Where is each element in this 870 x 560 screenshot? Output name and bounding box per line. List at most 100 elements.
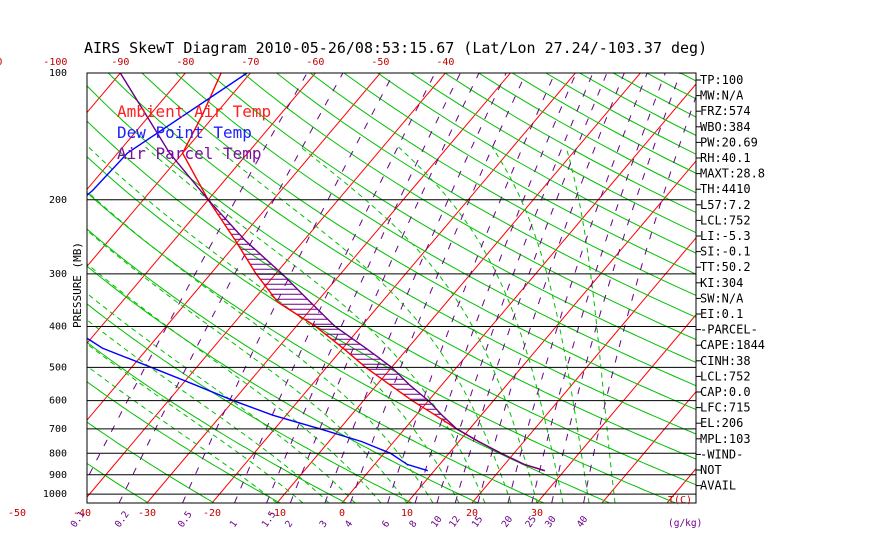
index-value: WBO:384 bbox=[700, 120, 751, 134]
isotherm-line bbox=[471, 237, 696, 503]
mixing-ratio-line bbox=[266, 73, 461, 503]
index-value: LI:-5.3 bbox=[700, 229, 751, 243]
index-value: SI:-0.1 bbox=[700, 245, 751, 259]
pressure-tick-label: 500 bbox=[49, 362, 67, 373]
mixing-ratio-label: 12 bbox=[447, 514, 463, 530]
dry-adiabat bbox=[87, 120, 696, 486]
mixing-ratio-line bbox=[87, 73, 308, 481]
mixing-ratio-label: 10 bbox=[429, 514, 445, 530]
index-value: AVAIL bbox=[700, 479, 736, 493]
mixing-ratio-label: 0.5 bbox=[176, 509, 195, 529]
dry-adiabat bbox=[87, 341, 347, 503]
mixing-ratio-label: 3 bbox=[318, 519, 330, 530]
moist-adiabat bbox=[565, 146, 616, 503]
dry-adiabat bbox=[815, 73, 870, 503]
mixing-ratio-line bbox=[414, 73, 577, 503]
index-value: EL:206 bbox=[700, 416, 743, 430]
isotherm-line bbox=[87, 73, 316, 345]
isotherm-line bbox=[601, 390, 696, 503]
mixing-ratio-label: 8 bbox=[407, 518, 419, 529]
top-temp-tick: -90 bbox=[111, 57, 129, 68]
index-value: NOT bbox=[700, 463, 722, 477]
isotherm-line bbox=[87, 73, 121, 114]
mixing-ratio-unit-label: (g/kg) bbox=[668, 518, 702, 529]
isotherm-line bbox=[276, 73, 641, 503]
index-value: -PARCEL- bbox=[700, 323, 758, 337]
top-temp-tick: -40 bbox=[436, 57, 454, 68]
index-value: MAXT:28.8 bbox=[700, 167, 765, 181]
mixing-ratio-line bbox=[477, 73, 625, 503]
dry-adiabat bbox=[141, 73, 696, 411]
top-temp-tick: -100 bbox=[43, 57, 67, 68]
top-temp-tick: -110 bbox=[0, 57, 2, 68]
index-value: CAP:0.0 bbox=[700, 385, 751, 399]
legend: Ambient Air Temp Dew Point Temp Air Parc… bbox=[117, 102, 271, 163]
index-value: MW:N/A bbox=[700, 89, 744, 103]
mixing-ratio-label: 0.2 bbox=[113, 509, 132, 529]
bottom-temp-tick: 30 bbox=[531, 508, 543, 519]
mixing-ratio-line bbox=[324, 73, 507, 503]
index-value: TP:100 bbox=[700, 73, 743, 87]
mixing-ratio-line bbox=[182, 73, 395, 503]
dry-adiabat bbox=[208, 73, 696, 363]
dry-adiabat bbox=[310, 73, 696, 297]
mixing-ratio-line bbox=[436, 73, 594, 503]
dry-adiabat bbox=[107, 73, 696, 435]
mixing-ratio-label: 30 bbox=[543, 514, 559, 530]
index-value: FRZ:574 bbox=[700, 104, 751, 118]
mixing-ratio-label: 20 bbox=[500, 514, 516, 530]
mixing-ratio-label: 15 bbox=[470, 514, 486, 530]
dry-adiabat bbox=[276, 73, 696, 318]
bottom-temp-tick: -40 bbox=[73, 508, 91, 519]
dry-adiabat bbox=[87, 381, 281, 503]
isotherm-line bbox=[406, 160, 696, 503]
bottom-temp-tick: -20 bbox=[203, 508, 221, 519]
mixing-ratio-label: 2 bbox=[283, 519, 295, 530]
dry-adiabat bbox=[87, 265, 479, 503]
mixing-ratio-label: 6 bbox=[380, 518, 392, 529]
bottom-temp-tick: 20 bbox=[466, 508, 478, 519]
mixing-ratio-label: 4 bbox=[343, 518, 355, 529]
dry-adiabat bbox=[175, 73, 696, 387]
dry-adiabat bbox=[444, 73, 696, 214]
isotherm-line bbox=[87, 73, 251, 268]
mixing-ratio-label: 40 bbox=[575, 514, 591, 530]
pressure-tick-label: 800 bbox=[49, 448, 67, 459]
plot-frame bbox=[86, 72, 697, 504]
bottom-temp-tick: 0 bbox=[339, 508, 345, 519]
bottom-temp-tick: -10 bbox=[268, 508, 286, 519]
index-value: LCL:752 bbox=[700, 369, 751, 383]
pressure-tick-labels: 100 200 300 400 500 600 700 800 900 1000 bbox=[43, 68, 67, 500]
isotherm-line bbox=[0, 73, 55, 503]
mixing-ratio-lines bbox=[87, 73, 696, 503]
mixing-ratio-line bbox=[289, 73, 480, 503]
index-value: SW:N/A bbox=[700, 291, 744, 305]
dry-adiabat bbox=[87, 421, 215, 503]
dry-adiabat bbox=[377, 73, 696, 254]
pressure-tick-label: 300 bbox=[49, 269, 67, 280]
mixing-ratio-line bbox=[507, 73, 648, 503]
index-value: RH:40.1 bbox=[700, 151, 751, 165]
index-value: TH:4410 bbox=[700, 182, 751, 196]
moist-adiabat bbox=[87, 190, 434, 503]
index-value: PW:20.69 bbox=[700, 135, 758, 149]
bottom-axis-label: T(C) bbox=[668, 495, 692, 506]
index-value: LFC:715 bbox=[700, 401, 751, 415]
legend-parcel: Air Parcel Temp bbox=[117, 144, 262, 163]
mixing-ratio-line bbox=[349, 73, 527, 503]
dry-adiabat bbox=[87, 228, 545, 503]
top-temperature-ticks: -120-110-100-90-80-70-60-50-40 bbox=[0, 57, 454, 68]
isobars bbox=[87, 199, 696, 495]
index-value: EI:0.1 bbox=[700, 307, 743, 321]
mixing-ratio-line bbox=[583, 95, 696, 503]
pressure-tick-label: 200 bbox=[49, 195, 67, 206]
index-value: TT:50.2 bbox=[700, 260, 751, 274]
bottom-temperature-ticks: -50 -40 -30 -20 -10 0 10 20 30 T(C) bbox=[8, 495, 692, 519]
top-temp-tick: -70 bbox=[241, 57, 259, 68]
legend-ambient: Ambient Air Temp bbox=[117, 102, 271, 121]
moist-adiabat bbox=[300, 146, 538, 503]
bottom-temp-tick: 10 bbox=[401, 508, 413, 519]
index-value: CAPE:1844 bbox=[700, 338, 765, 352]
